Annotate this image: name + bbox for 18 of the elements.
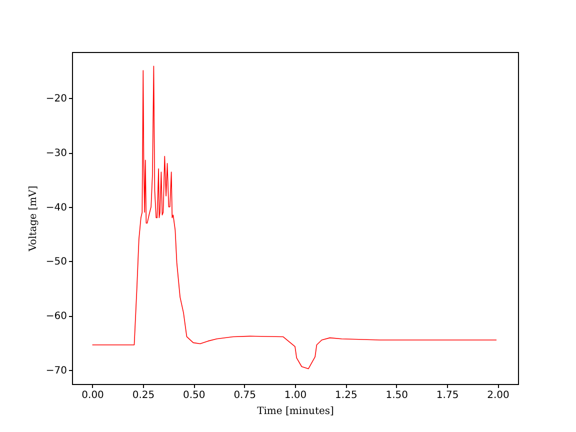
line-series — [92, 66, 497, 370]
y-tick-label: −30 — [46, 148, 67, 160]
x-tick-label: 0.75 — [234, 390, 256, 401]
x-tick-label: 1.25 — [335, 390, 358, 401]
x-tick-label: 1.00 — [284, 390, 307, 401]
y-tick-label: −50 — [46, 256, 67, 268]
x-axis-title: Time [minutes] — [257, 406, 334, 417]
x-tick-label: 0.25 — [132, 390, 155, 401]
x-tick-label: 1.50 — [386, 390, 408, 401]
x-tick-label: 2.00 — [487, 390, 510, 401]
y-axis-title: Voltage [mV] — [28, 186, 39, 252]
x-tick-label: 1.75 — [436, 390, 459, 401]
y-tick-label: −20 — [46, 94, 67, 105]
y-tick-label: −70 — [46, 365, 67, 376]
y-tick-label: −40 — [46, 202, 67, 214]
x-tick-label: 0.00 — [82, 390, 104, 401]
y-tick-label: −60 — [46, 311, 67, 322]
x-tick-label: 0.50 — [183, 390, 206, 401]
